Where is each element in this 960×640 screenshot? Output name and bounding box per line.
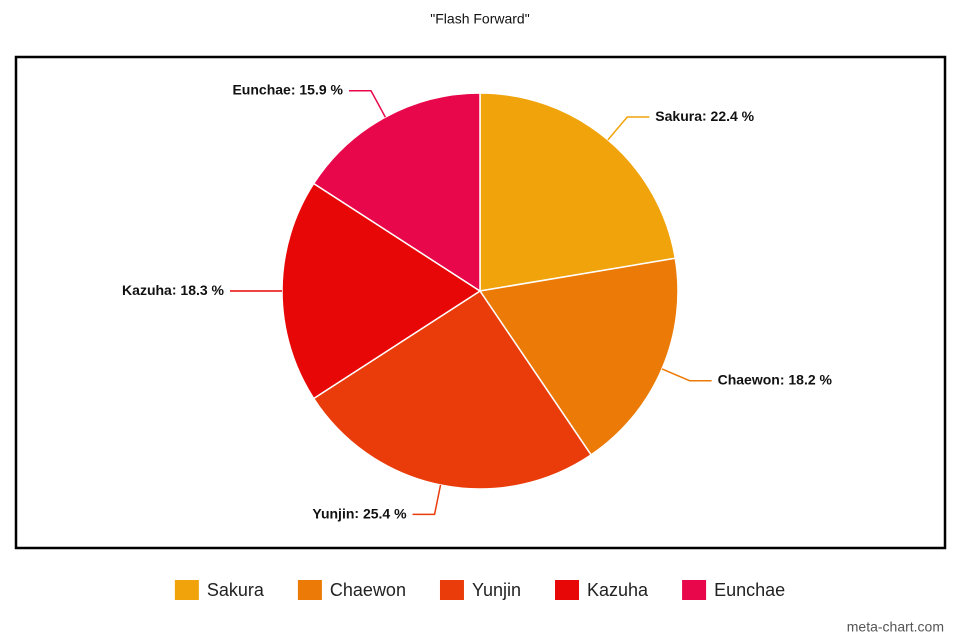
pie-slice <box>312 289 593 490</box>
legend-item: Yunjin <box>439 580 521 600</box>
label-value: 22.4 % <box>711 108 755 124</box>
data-label: Eunchae: 15.9 % <box>232 81 343 97</box>
label-name: Yunjin <box>312 505 354 521</box>
label-value: 18.3 % <box>180 282 224 298</box>
leader-line <box>348 89 386 118</box>
legend-label: Chaewon <box>330 580 406 600</box>
label-name: Kazuha <box>122 282 172 298</box>
legend-label: Eunchae <box>714 580 785 600</box>
legend-label: Yunjin <box>472 580 521 600</box>
legend-item: Sakura <box>174 580 265 600</box>
legend-label: Kazuha <box>587 580 649 600</box>
data-label: Sakura: 22.4 % <box>655 108 754 124</box>
legend-swatch <box>682 580 707 600</box>
legend-item: Chaewon <box>297 580 406 600</box>
label-value: 15.9 % <box>299 81 343 97</box>
label-name: Chaewon <box>718 371 780 387</box>
label-value: 25.4 % <box>363 505 407 521</box>
legend-swatch <box>297 580 322 600</box>
chart-title: "Flash Forward" <box>430 11 529 27</box>
legend-item: Kazuha <box>555 580 649 600</box>
watermark: meta-chart.com <box>847 619 944 635</box>
leader-line <box>607 116 650 141</box>
pie-slice <box>478 257 679 456</box>
legend-swatch <box>555 580 580 600</box>
legend-label: Sakura <box>207 580 265 600</box>
legend-swatch <box>439 580 464 600</box>
leader-line <box>661 368 712 382</box>
leader-line <box>412 484 442 516</box>
label-name: Eunchae <box>232 81 291 97</box>
legend-item: Eunchae <box>682 580 785 600</box>
data-label: Kazuha: 18.3 % <box>122 282 224 298</box>
plot-border <box>14 55 947 550</box>
data-label: Yunjin: 25.4 % <box>312 505 407 521</box>
pie-slice <box>312 92 481 293</box>
label-value: 18.2 % <box>788 371 832 387</box>
legend-swatch <box>174 580 199 600</box>
label-name: Sakura <box>655 108 702 124</box>
data-label: Chaewon: 18.2 % <box>718 371 833 387</box>
